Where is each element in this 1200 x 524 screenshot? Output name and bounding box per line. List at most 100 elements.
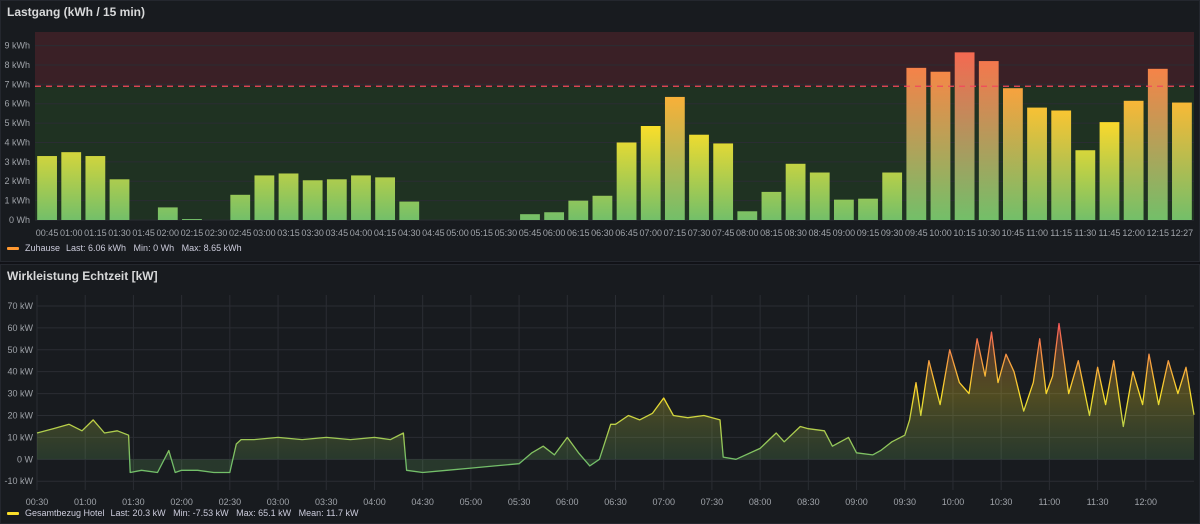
threshold-zone-normal [35,86,1194,221]
x-tick-label: 04:45 [422,228,445,238]
x-tick-label: 11:45 [1099,228,1121,238]
x-tick-label: 11:15 [1050,228,1072,238]
bar-00:45 [37,156,57,220]
y-tick-label: 4 kWh [4,137,30,147]
bar-11:00 [1027,107,1047,220]
x-tick-label: 09:30 [881,228,904,238]
x-tick-label: 02:30 [205,228,228,238]
x-tick-label: 07:30 [688,228,711,238]
y-tick-label: 40 kW [7,367,33,377]
energy-bar-panel: Lastgang (kWh / 15 min) 0 Wh 1 kWh 2 kWh 3 … [0,0,1200,262]
x-tick-label: 02:30 [219,497,242,507]
x-tick-label: 02:45 [229,228,252,238]
x-tick-label: 03:30 [315,497,338,507]
bar-11:30 [1075,150,1096,220]
x-tick-label: 05:30 [508,497,531,507]
bar-03:15 [278,173,299,220]
y-tick-label: 10 kW [7,432,33,442]
bar-10:00 [930,71,951,220]
line-chart: -10 kW 0 W 10 kW 20 kW 30 kW 40 kW 50 kW 60 kW 7… [4,295,1195,507]
bar-08:00 [737,211,758,220]
bar-12:15 [1147,68,1168,221]
x-tick-label: 10:00 [929,228,952,238]
bar-11:45 [1099,122,1120,220]
bar-02:00 [157,207,178,220]
x-tick-label: 06:15 [567,228,590,238]
bar-01:15 [85,156,106,220]
y-tick-label: 20 kW [7,411,33,421]
x-tick-label: 01:00 [74,497,97,507]
bar-04:15 [375,177,396,220]
x-tick-label: 00:45 [36,228,59,238]
x-tick-label: 04:30 [411,497,434,507]
panel-title: Lastgang (kWh / 15 min) [7,5,146,19]
y-tick-label: -10 kW [4,476,33,486]
x-tick-label: 01:45 [132,228,155,238]
x-tick-label: 05:45 [519,228,542,238]
x-tick-label: 04:15 [374,228,397,238]
x-tick-label: 06:00 [556,497,579,507]
x-tick-label: 04:00 [363,497,386,507]
x-tick-label: 02:00 [170,497,193,507]
bar-06:45 [616,142,637,220]
bar-07:00 [640,126,661,220]
bar-10:45 [1003,88,1023,221]
bar-10:15 [954,52,975,220]
x-tick-label: 00:30 [26,497,49,507]
x-tick-label: 01:15 [84,228,107,238]
bar-06:00 [544,212,565,220]
bar-08:30 [785,163,806,220]
bar-03:45 [326,179,347,220]
x-tick-label: 06:30 [604,497,627,507]
bar-03:30 [302,180,323,220]
x-tick-label: 04:30 [398,228,421,238]
x-tick-label: 04:00 [350,228,373,238]
x-tick-label: 08:30 [797,497,820,507]
x-tick-label: 07:00 [652,497,675,507]
legend-stats: Last: 20.3 kW Min: -7.53 kW Max: 65.1 kW… [110,508,359,518]
x-tick-label: 11:30 [1074,228,1096,238]
y-tick-label: 30 kW [7,389,33,399]
bar-chart: 0 Wh 1 kWh 2 kWh 3 kWh 4 kWh 5 kWh 6 kWh 7 kWh 8… [4,32,1194,238]
y-tick-label: 0 W [17,454,34,464]
bar-09:15 [858,198,878,220]
x-tick-label: 03:30 [301,228,324,238]
panel-title: Wirkleistung Echtzeit [kW] [7,269,158,283]
x-tick-label: 05:30 [495,228,518,238]
bar-12:27 [1172,102,1192,220]
y-tick-label: 5 kWh [4,118,30,128]
legend-series-name: Zuhause [25,243,61,253]
x-tick-label: 02:15 [181,228,204,238]
bar-07:45 [713,143,734,220]
legend-stats: Last: 6.06 kWh Min: 0 Wh Max: 8.65 kWh [66,243,242,253]
x-tick-label: 07:45 [712,228,735,238]
x-tick-label: 06:00 [543,228,566,238]
x-tick-label: 03:00 [253,228,276,238]
bar-09:00 [833,199,854,220]
bar-01:30 [109,179,130,220]
x-tick-label: 05:00 [460,497,483,507]
y-tick-label: 0 Wh [9,215,30,225]
x-tick-label: 06:30 [591,228,614,238]
legend[interactable]: Zuhause Last: 6.06 kWh Min: 0 Wh Max: 8.… [7,243,242,253]
bar-09:30 [882,172,903,220]
bar-06:30 [592,195,613,220]
x-tick-label: 11:30 [1087,497,1109,507]
x-tick-label: 03:45 [326,228,349,238]
y-tick-label: 50 kW [7,345,33,355]
legend[interactable]: Gesamtbezug Hotel Last: 20.3 kW Min: -7.… [7,508,358,518]
bar-09:45 [906,67,927,220]
y-tick-label: 60 kW [7,323,33,333]
x-tick-label: 07:30 [701,497,724,507]
x-tick-label: 08:00 [749,497,772,507]
legend-series-name: Gesamtbezug Hotel [25,508,105,518]
bar-11:15 [1051,110,1072,220]
bar-08:15 [761,191,782,220]
x-tick-label: 08:45 [808,228,831,238]
x-tick-label: 07:00 [639,228,662,238]
x-tick-label: 05:00 [446,228,469,238]
bar-07:30 [689,134,709,220]
bar-05:45 [520,214,540,220]
y-tick-label: 7 kWh [4,79,30,89]
bar-03:00 [254,175,275,220]
